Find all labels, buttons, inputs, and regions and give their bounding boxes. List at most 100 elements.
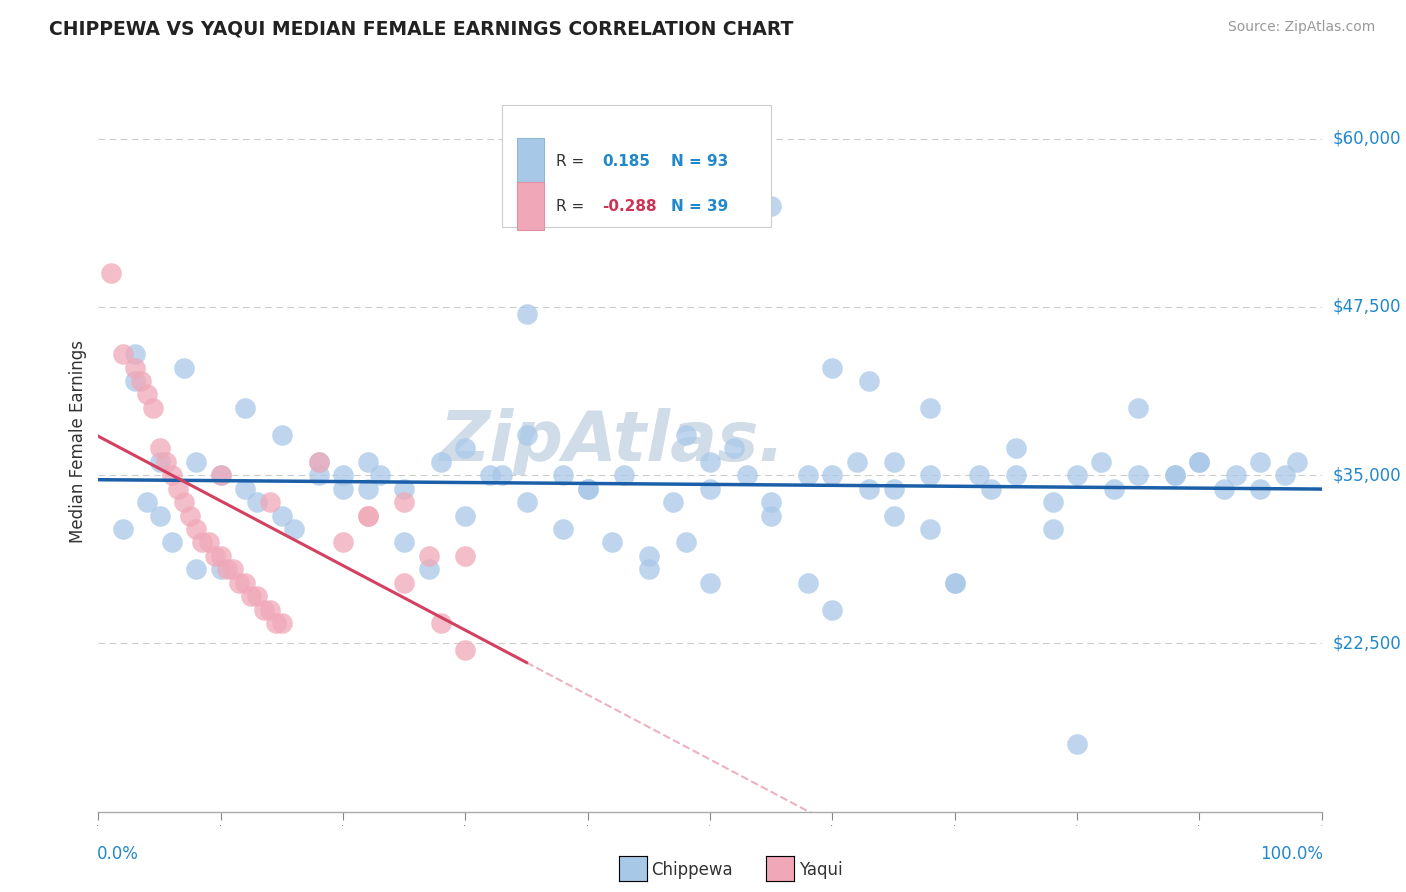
Text: $60,000: $60,000 [1333,129,1402,148]
Point [883,508,905,523]
Point [491,468,513,483]
Point [821,468,844,483]
Point [1090,455,1112,469]
Point [1286,455,1309,469]
Point [943,575,966,590]
Point [270,616,294,631]
Point [308,455,330,469]
Point [332,535,354,549]
Point [160,535,183,549]
Text: CHIPPEWA VS YAQUI MEDIAN FEMALE EARNINGS CORRELATION CHART: CHIPPEWA VS YAQUI MEDIAN FEMALE EARNINGS… [49,20,793,38]
FancyBboxPatch shape [502,104,772,227]
Point [858,374,880,388]
Point [186,522,208,536]
Point [356,508,378,523]
Point [204,549,226,563]
Point [920,401,942,415]
Point [883,455,905,469]
Text: N = 93: N = 93 [671,154,728,169]
Point [1164,468,1187,483]
Text: ZipAtlas.: ZipAtlas. [439,408,785,475]
Point [186,455,208,469]
Point [662,495,685,509]
Point [761,508,783,523]
Text: 0.185: 0.185 [602,154,651,169]
Point [821,603,844,617]
Point [1212,482,1234,496]
Point [883,482,905,496]
Text: N = 39: N = 39 [671,199,728,213]
Point [454,643,477,657]
Text: $22,500: $22,500 [1333,634,1402,652]
Point [259,495,281,509]
Point [858,482,880,496]
Point [197,535,219,549]
Text: R =: R = [555,199,589,213]
FancyBboxPatch shape [517,182,544,230]
FancyBboxPatch shape [517,137,544,186]
Point [430,455,453,469]
Point [160,468,183,483]
Point [111,522,134,536]
Point [1128,401,1150,415]
Point [136,387,159,401]
Point [515,427,537,442]
Point [332,482,354,496]
Point [100,266,122,280]
Point [920,468,942,483]
Point [1274,468,1296,483]
Point [259,603,281,617]
Text: 0.0%: 0.0% [97,845,139,863]
Point [967,468,990,483]
Point [136,495,159,509]
Point [1128,468,1150,483]
Point [392,575,416,590]
Text: Source: ZipAtlas.com: Source: ZipAtlas.com [1227,20,1375,34]
Text: 100.0%: 100.0% [1260,845,1323,863]
Point [553,522,575,536]
Point [1249,455,1271,469]
Point [1004,442,1026,456]
Point [761,199,783,213]
Point [124,347,146,361]
Point [270,508,294,523]
Point [209,562,232,576]
Point [392,482,416,496]
Point [142,401,165,415]
Point [356,455,378,469]
Text: -0.288: -0.288 [602,199,657,213]
Point [418,549,440,563]
Point [797,468,820,483]
Point [454,508,477,523]
Point [943,575,966,590]
Point [821,360,844,375]
Point [637,562,661,576]
Point [124,360,146,375]
Point [1004,468,1026,483]
Point [167,482,190,496]
Point [233,401,256,415]
Point [191,535,214,549]
Point [1164,468,1187,483]
Point [264,616,287,631]
Point [392,495,416,509]
Point [124,374,146,388]
Point [209,549,232,563]
Point [430,616,453,631]
Point [209,468,232,483]
Point [240,590,263,604]
Text: $35,000: $35,000 [1333,467,1402,484]
Point [735,468,758,483]
Point [845,455,868,469]
Point [699,455,721,469]
Point [155,455,177,469]
Point [356,482,378,496]
Point [179,508,201,523]
Point [454,442,477,456]
Point [920,522,942,536]
Point [252,603,274,617]
Point [283,522,305,536]
Point [332,468,354,483]
Point [1066,738,1088,752]
Point [173,495,195,509]
